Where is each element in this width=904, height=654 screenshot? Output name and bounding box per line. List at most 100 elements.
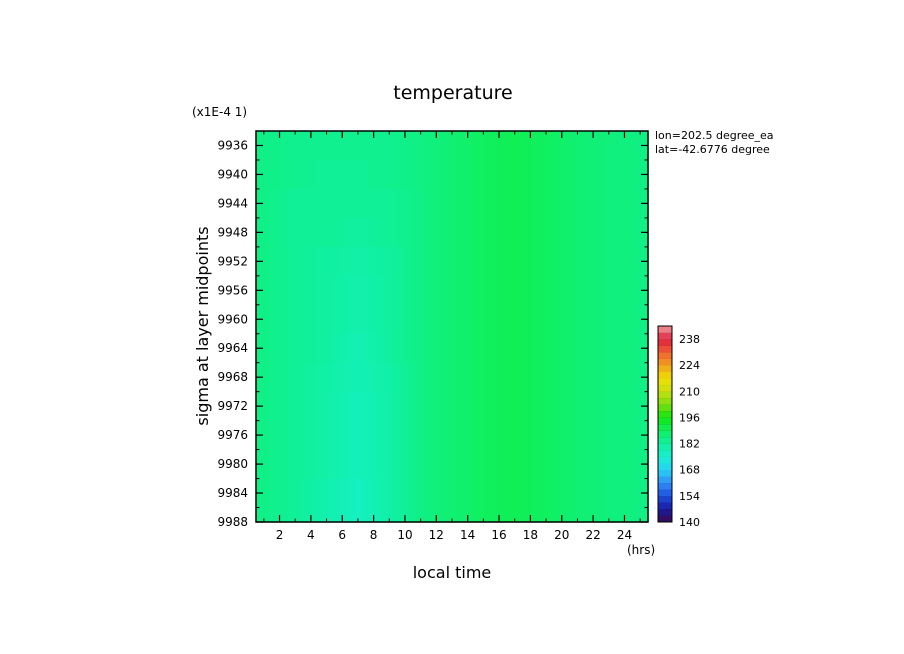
heat-cell <box>532 188 537 219</box>
heat-cell <box>444 420 449 451</box>
heat-cell <box>276 188 281 219</box>
heat-cell <box>528 188 533 219</box>
heat-cell <box>420 507 425 523</box>
heat-cell <box>340 246 345 277</box>
heat-cell <box>556 131 561 161</box>
heat-cell <box>604 131 609 161</box>
heat-cell <box>344 391 349 422</box>
colorbar-segment <box>658 384 672 392</box>
heat-cell <box>436 131 441 161</box>
heat-cell <box>636 217 641 248</box>
heat-cell <box>576 275 581 306</box>
heat-cell <box>276 333 281 364</box>
heat-cell <box>376 275 381 306</box>
heat-cell <box>424 391 429 422</box>
heat-cell <box>616 188 621 219</box>
x-axis: 2 4 6 8 10 12 14 16 18 20 22 24 <box>263 131 641 542</box>
heat-cell <box>624 275 629 306</box>
heat-cell <box>516 362 521 393</box>
heat-cell <box>344 246 349 277</box>
heat-cell <box>604 333 609 364</box>
heat-cell <box>336 333 341 364</box>
heat-cell <box>604 246 609 277</box>
heat-cell <box>340 304 345 335</box>
heat-cell <box>352 217 357 248</box>
heat-cell <box>620 449 625 480</box>
heat-cell <box>364 217 369 248</box>
heat-cell <box>600 449 605 480</box>
heat-cell <box>556 333 561 364</box>
heat-cell <box>408 131 413 161</box>
heat-cell <box>508 275 513 306</box>
heat-cell <box>348 188 353 219</box>
heat-cell <box>280 507 285 523</box>
heat-cell <box>532 131 537 161</box>
heat-cell <box>464 131 469 161</box>
heat-cell <box>280 420 285 451</box>
heat-cell <box>584 333 589 364</box>
heat-cell <box>516 246 521 277</box>
heat-cell <box>544 304 549 335</box>
colorbar-segment <box>658 404 672 412</box>
heat-cell <box>516 304 521 335</box>
heat-cell <box>500 391 505 422</box>
heat-cell <box>592 159 597 190</box>
heat-cell <box>264 420 269 451</box>
colorbar-tick-label: 238 <box>679 333 700 346</box>
heat-cell <box>476 507 481 523</box>
heat-cell <box>512 391 517 422</box>
heat-cell <box>588 217 593 248</box>
heat-cell <box>428 217 433 248</box>
heat-cell <box>296 420 301 451</box>
x-tick-label: 22 <box>585 528 600 542</box>
heat-cell <box>492 478 497 509</box>
heat-cell <box>352 159 357 190</box>
heat-cell <box>564 420 569 451</box>
heat-cell <box>624 507 629 523</box>
heat-cell <box>408 507 413 523</box>
heat-cell <box>380 217 385 248</box>
heat-cell <box>500 362 505 393</box>
heat-cell <box>588 507 593 523</box>
heat-cell <box>432 304 437 335</box>
heat-cell <box>444 391 449 422</box>
heat-cell <box>604 217 609 248</box>
heat-cell <box>592 420 597 451</box>
heat-cell <box>464 159 469 190</box>
heat-cell <box>444 275 449 306</box>
heat-cell <box>344 159 349 190</box>
heat-cell <box>356 159 361 190</box>
heat-cell <box>476 478 481 509</box>
heat-cell <box>480 275 485 306</box>
heat-cell <box>624 333 629 364</box>
heat-cell <box>464 507 469 523</box>
heat-cell <box>404 449 409 480</box>
heat-cell <box>492 217 497 248</box>
heat-cell <box>268 478 273 509</box>
heat-cell <box>400 420 405 451</box>
heat-cell <box>404 188 409 219</box>
heat-cell <box>528 275 533 306</box>
heat-cell <box>508 449 513 480</box>
heat-cell <box>292 478 297 509</box>
heat-cell <box>444 333 449 364</box>
heat-cell <box>596 188 601 219</box>
heat-cell <box>508 304 513 335</box>
heat-cell <box>632 507 637 523</box>
heat-cell <box>272 188 277 219</box>
heat-cell <box>624 131 629 161</box>
heat-cell <box>280 275 285 306</box>
heat-cell <box>624 304 629 335</box>
heat-cell <box>436 333 441 364</box>
heat-cell <box>632 362 637 393</box>
heat-cell <box>576 420 581 451</box>
heat-cell <box>380 449 385 480</box>
heat-cell <box>308 391 313 422</box>
heat-cell <box>344 188 349 219</box>
heat-cell <box>304 507 309 523</box>
heat-cell <box>628 275 633 306</box>
heat-cell <box>288 159 293 190</box>
heat-cell <box>300 217 305 248</box>
heat-cell <box>548 275 553 306</box>
heat-cell <box>304 362 309 393</box>
